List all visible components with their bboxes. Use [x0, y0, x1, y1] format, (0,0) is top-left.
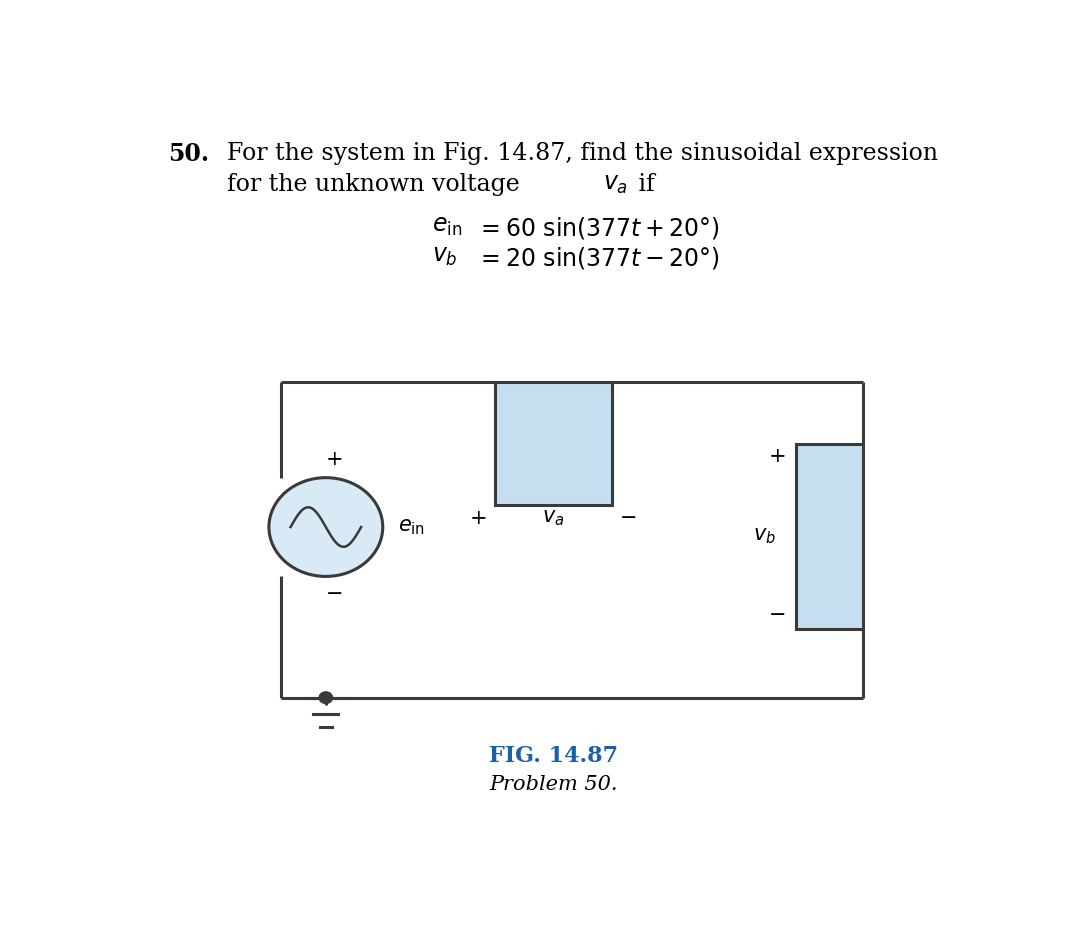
- Bar: [796, 443, 863, 629]
- Text: −: −: [769, 606, 786, 625]
- Text: +: +: [325, 450, 343, 469]
- Text: Problem 50.: Problem 50.: [489, 775, 618, 794]
- Text: FIG. 14.87: FIG. 14.87: [489, 745, 618, 767]
- Circle shape: [320, 692, 333, 703]
- Text: 50.: 50.: [168, 142, 210, 166]
- Text: $v_b$: $v_b$: [753, 526, 775, 546]
- Bar: [495, 382, 612, 505]
- Circle shape: [269, 478, 382, 576]
- Text: −: −: [620, 509, 637, 528]
- Text: −: −: [326, 585, 343, 604]
- Text: +: +: [769, 447, 786, 466]
- Text: $v_a$: $v_a$: [542, 509, 565, 528]
- Text: $v_a$: $v_a$: [603, 173, 627, 196]
- Text: +: +: [470, 509, 487, 528]
- Text: if: if: [631, 173, 654, 196]
- Text: $= 60\ \sin(377t + 20°)$: $= 60\ \sin(377t + 20°)$: [476, 215, 720, 240]
- Text: $= 20\ \sin(377t - 20°)$: $= 20\ \sin(377t - 20°)$: [476, 245, 720, 272]
- Text: for the unknown voltage: for the unknown voltage: [227, 173, 519, 196]
- Text: $e_{\mathrm{in}}$: $e_{\mathrm{in}}$: [397, 518, 424, 537]
- Text: For the system in Fig. 14.87, find the sinusoidal expression: For the system in Fig. 14.87, find the s…: [227, 142, 939, 165]
- Text: $e_{\mathrm{in}}$: $e_{\mathrm{in}}$: [432, 215, 462, 238]
- Text: $v_b$: $v_b$: [432, 245, 458, 269]
